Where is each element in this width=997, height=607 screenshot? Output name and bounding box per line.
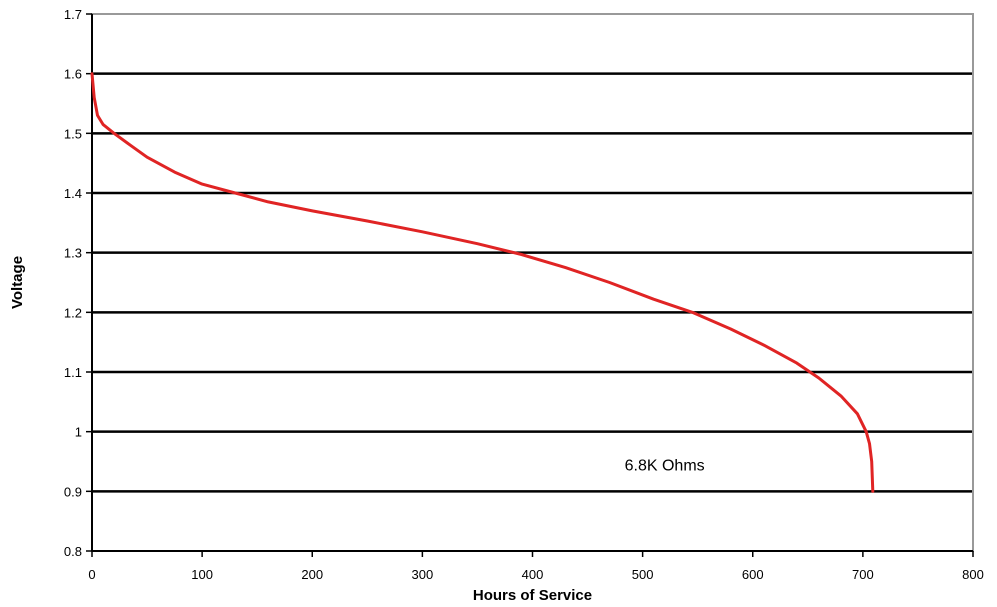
y-tick-label: 1.4 xyxy=(64,186,82,201)
y-tick-label: 1.2 xyxy=(64,305,82,320)
tick-labels: 0.8 0.9 1 1.1 1.2 1.3 1.4 1.5 1.6 1.7 0 100 200 300 40… xyxy=(64,7,984,582)
y-tick-label: 1.7 xyxy=(64,7,82,22)
x-tick-label: 500 xyxy=(632,567,654,582)
axes xyxy=(86,13,974,557)
y-axis-title: Voltage xyxy=(9,256,26,309)
x-tick-label: 800 xyxy=(962,567,984,582)
y-tick-label: 1.1 xyxy=(64,365,82,380)
x-tick-label: 300 xyxy=(412,567,434,582)
y-tick-label: 0.9 xyxy=(64,484,82,499)
x-tick-label: 600 xyxy=(742,567,764,582)
series-annotation: 6.8K Ohms xyxy=(625,457,705,474)
y-tick-label: 1.3 xyxy=(64,246,82,261)
x-tick-label: 700 xyxy=(852,567,874,582)
y-tick-label: 0.8 xyxy=(64,544,82,559)
y-tick-label: 1.6 xyxy=(64,67,82,82)
y-tick-label: 1.5 xyxy=(64,126,82,141)
x-tick-label: 200 xyxy=(301,567,323,582)
x-tick-label: 0 xyxy=(88,567,95,582)
series-line xyxy=(90,72,875,493)
x-tick-label: 400 xyxy=(522,567,544,582)
y-tick-label: 1 xyxy=(75,425,82,440)
series-layer xyxy=(90,72,875,493)
x-axis-title: Hours of Service xyxy=(473,587,592,604)
x-tick-label: 100 xyxy=(191,567,213,582)
